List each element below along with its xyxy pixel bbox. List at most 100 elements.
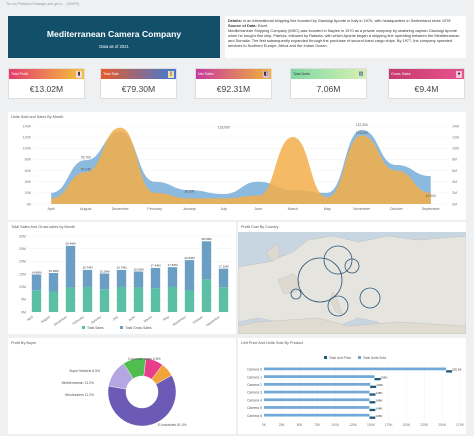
x-tick: 275K: [456, 423, 465, 427]
kpi-value: €79.30M: [121, 84, 156, 94]
x-tick: 25K: [279, 423, 286, 427]
total-label: 17.82M: [167, 263, 178, 267]
units-sold-bar: [264, 390, 370, 394]
kpi-bar: Gross Sales ●: [389, 69, 464, 79]
gross-sales-bar: [150, 267, 161, 289]
y-tick-right: 2M: [452, 191, 457, 195]
data-label: 78,700: [81, 156, 91, 160]
y-tick-right: 10M: [452, 147, 459, 151]
total-sales-bar: [184, 290, 195, 312]
source-label: Source of Data:: [228, 23, 257, 28]
x-tick: 75K: [314, 423, 321, 427]
x-tick-label: May: [162, 315, 170, 322]
kpi-total-sale: Total Sale ▯ €79.30M: [100, 68, 177, 99]
bar-chart: 30M 25M 20M 15M 10M 5M 0M 14.80M April 15.38M Augu…: [19, 234, 232, 330]
kpi-value: 7.06M: [316, 84, 341, 94]
x-tick-label: August: [80, 207, 91, 211]
x-tick-label: February: [72, 315, 85, 326]
total-label: 15.29M: [99, 269, 110, 273]
country-bubble[interactable]: [344, 258, 360, 274]
data-label: 148K: [375, 414, 382, 418]
bar-chart-title: Total Sales And Gross sales by Month: [11, 225, 75, 229]
total-label: 14.80M: [31, 270, 42, 274]
total-label: 20.59M: [184, 256, 195, 260]
kpi-label: Total Profit: [11, 71, 28, 76]
title-banner: Mediterranean Camera Company Data as of …: [8, 16, 220, 58]
units-sales-by-month-panel: Units Sold and Sales By Month 140K 14M 120…: [8, 112, 466, 220]
hbar-title: Unit Price And Units Sold By Product: [241, 341, 304, 345]
x-tick-label: September: [422, 207, 441, 211]
units-sold-bar: [264, 375, 375, 378]
data-label: 57,045: [81, 168, 91, 172]
legend-swatch: [358, 356, 361, 359]
total-sales-bar: [116, 286, 127, 312]
top-text: Try our Platinum Package and get a ... (…: [6, 2, 80, 6]
total-label: 16.70M: [116, 266, 127, 270]
kpi-value: €92.31M: [216, 84, 251, 94]
gross-sales-bar: [65, 245, 76, 288]
total-label: 15.38M: [48, 269, 59, 273]
y-tick-right: 12M: [452, 135, 459, 139]
total-sales-bar: [167, 286, 178, 312]
gross-sales-bar: [48, 272, 59, 292]
gross-sales-bar: [201, 241, 212, 280]
total-label: 28.09M: [201, 237, 212, 241]
country-bubble[interactable]: [359, 287, 381, 309]
kpi-value: €9.4M: [414, 84, 439, 94]
units-sold-bar: [264, 413, 370, 417]
net-sales-icon: ◧: [263, 70, 269, 78]
unit-price-by-product-panel: Unit Price And Units Sold By Product Tot…: [238, 338, 466, 434]
y-tick-left: 120K: [23, 135, 32, 139]
details-text: is an international shipping line founde…: [243, 18, 451, 23]
country-bubble[interactable]: [323, 245, 353, 275]
slice-label: Mediterranean 13.0%: [62, 381, 94, 385]
kpi-bar: Net Sales ◧: [196, 69, 271, 79]
y-tick-right: 4M: [452, 180, 457, 184]
x-tick-label: November: [172, 314, 187, 327]
x-tick-label: July: [220, 207, 227, 211]
kpi-net-sales: Net Sales ◧ €92.31M: [195, 68, 272, 99]
x-tick: 225K: [420, 423, 429, 427]
total-sales-bar: [48, 291, 59, 312]
x-tick-label: April: [26, 315, 34, 322]
sales-area: [51, 127, 431, 204]
units-sold-bar: [264, 398, 370, 402]
total-sales-bar: [201, 279, 212, 312]
x-tick-label: June: [128, 315, 136, 322]
units-sold-bar: [264, 367, 447, 371]
x-tick: 200K: [403, 423, 412, 427]
sales-by-month-panel: Total Sales And Gross sales by Month 30M…: [8, 222, 236, 334]
total-label: 17.10M: [218, 264, 229, 268]
x-tick-label: November: [353, 207, 371, 211]
area-chart-title: Units Sold and Sales By Month: [11, 115, 64, 119]
country-bubble[interactable]: [290, 288, 302, 300]
europe-map[interactable]: [238, 222, 466, 334]
profit-by-buyer-panel: Profit By Buyer E-Industries 61.0% Medite…: [8, 338, 236, 434]
details-panel: Details: is an international shipping li…: [225, 16, 466, 58]
total-sales-bar: [218, 287, 229, 312]
gross-sales-bar: [133, 271, 144, 288]
units-sold-bar: [264, 406, 370, 409]
legend-label: Total Gross Sales: [125, 326, 152, 330]
y-tick: 20M: [19, 260, 26, 264]
kpi-value: €13.02M: [29, 84, 64, 94]
legend-swatch: [82, 326, 85, 329]
x-tick: 250K: [438, 423, 447, 427]
kpi-total-profit: Total Profit ▮ €13.02M: [8, 68, 85, 99]
x-tick: 125K: [349, 423, 358, 427]
y-tick-label: Camera 3: [247, 391, 262, 395]
x-tick: 50K: [297, 423, 304, 427]
y-tick-label: Camera 0: [247, 368, 262, 372]
x-tick-label: April: [48, 207, 56, 211]
country-bubble[interactable]: [297, 257, 343, 303]
details-label: Details:: [228, 18, 243, 23]
total-sales-bar: [150, 288, 161, 312]
country-bubble[interactable]: [327, 295, 349, 317]
y-tick-label: Camera 5: [247, 406, 262, 410]
donut-slice: [107, 375, 177, 427]
data-label: 155K: [380, 375, 387, 379]
gross-sales-icon: ●: [456, 70, 462, 78]
legend-swatch: [120, 326, 123, 329]
gross-sales-bar: [218, 268, 229, 288]
kpi-bar: Total Profit ▮: [9, 69, 84, 79]
